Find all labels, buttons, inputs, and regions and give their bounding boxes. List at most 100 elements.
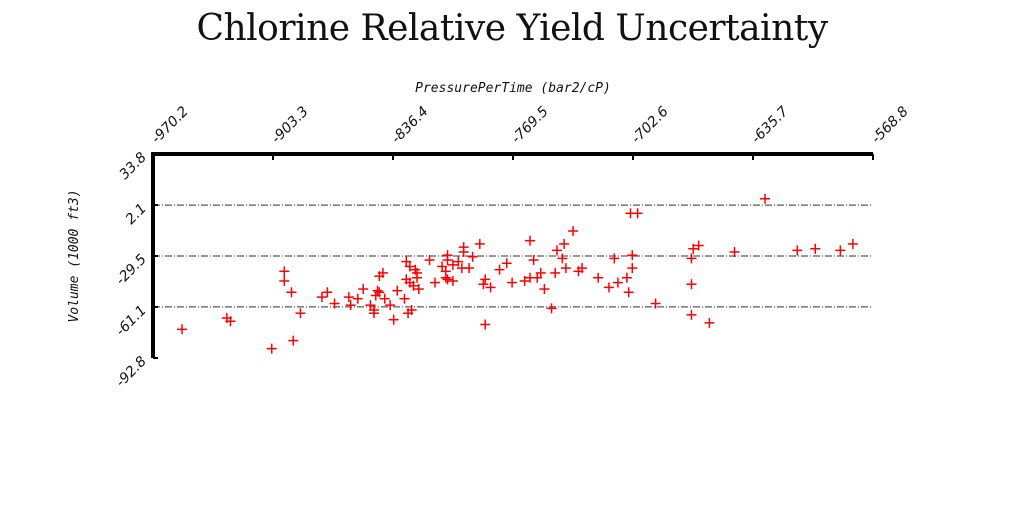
data-point: [568, 226, 579, 237]
data-point: [464, 263, 475, 274]
data-point: [612, 277, 623, 288]
x-ticks: -970.2 -903.3 -836.4 -769.5 -702.6 -635.7 -568…: [149, 104, 912, 160]
axes: [151, 152, 873, 358]
data-point: [358, 284, 369, 295]
data-point: [399, 293, 410, 304]
data-point: [288, 335, 299, 346]
data-point: [546, 303, 557, 314]
data-point: [625, 208, 636, 219]
data-point: [704, 317, 715, 328]
data-point: [480, 274, 491, 285]
x-axis-label: PressurePerTime (bar2/cP): [415, 81, 611, 96]
data-point: [458, 242, 469, 253]
data-point: [368, 308, 379, 319]
data-point: [519, 275, 530, 286]
data-point: [557, 253, 568, 264]
data-point: [686, 309, 697, 320]
data-point: [551, 245, 562, 256]
x-tick-label: -903.3: [269, 104, 312, 147]
data-point: [650, 298, 661, 309]
data-point: [406, 304, 417, 315]
data-point: [835, 245, 846, 256]
data-point: [408, 280, 419, 291]
x-tick-label: -635.7: [749, 104, 792, 147]
data-point: [609, 253, 620, 264]
data-point: [385, 300, 396, 311]
data-point: [388, 314, 399, 325]
y-tick-label: -92.8: [113, 353, 150, 390]
x-tick-label: -702.6: [629, 104, 672, 147]
data-point: [429, 277, 440, 288]
data-point: [485, 282, 496, 293]
data-point: [467, 251, 478, 262]
data-point: [478, 279, 489, 290]
data-point: [688, 243, 699, 254]
y-tick-label: -61.1: [113, 302, 150, 339]
data-point: [550, 267, 561, 278]
data-point: [507, 277, 518, 288]
grid-lines: [153, 204, 873, 308]
data-point: [266, 343, 277, 354]
data-point: [559, 238, 570, 249]
data-point: [535, 267, 546, 278]
data-point: [352, 293, 363, 304]
y-axis-label: Volume (1000 ft3): [67, 189, 82, 322]
data-point: [442, 255, 453, 266]
data-point: [440, 272, 451, 283]
data-point: [379, 293, 390, 304]
data-point: [345, 300, 356, 311]
data-point: [847, 238, 858, 249]
data-point: [729, 246, 740, 257]
data-point: [603, 282, 614, 293]
data-point: [760, 193, 771, 204]
data-point: [437, 261, 448, 272]
data-point: [453, 256, 464, 267]
data-point: [286, 287, 297, 298]
y-tick-label: 2.1: [123, 201, 150, 228]
data-point: [480, 319, 491, 330]
data-point: [539, 284, 550, 295]
data-point: [424, 255, 435, 266]
data-point: [621, 272, 632, 283]
data-points: [177, 193, 858, 354]
data-point: [501, 258, 512, 269]
chart-title: Chlorine Relative Yield Uncertainty: [196, 8, 828, 49]
x-tick-label: -970.2: [149, 104, 192, 147]
y-tick-label: 33.8: [116, 149, 149, 182]
data-point: [573, 266, 584, 277]
data-point: [627, 263, 638, 274]
data-point: [279, 266, 290, 277]
data-point: [295, 308, 306, 319]
data-point: [810, 243, 821, 254]
data-point: [316, 292, 327, 303]
data-point: [412, 272, 423, 283]
data-point: [374, 287, 385, 298]
data-point: [225, 316, 236, 327]
data-point: [474, 238, 485, 249]
data-point: [343, 292, 354, 303]
x-tick-label: -568.8: [869, 104, 912, 147]
data-point: [693, 240, 704, 251]
data-point: [623, 287, 634, 298]
data-point: [322, 287, 333, 298]
data-point: [528, 255, 539, 266]
data-point: [377, 267, 388, 278]
data-point: [177, 324, 188, 335]
data-point: [279, 275, 290, 286]
data-point: [792, 245, 803, 256]
data-point: [442, 274, 453, 285]
data-point: [404, 261, 415, 272]
data-point: [686, 253, 697, 264]
data-point: [525, 235, 536, 246]
data-point: [410, 264, 421, 275]
data-point: [686, 279, 697, 290]
data-point: [494, 264, 505, 275]
data-point: [627, 250, 638, 261]
data-point: [372, 285, 383, 296]
y-tick-label: -29.5: [113, 251, 150, 288]
data-point: [560, 263, 571, 274]
data-point: [447, 275, 458, 286]
x-tick-label: -836.4: [389, 104, 432, 147]
data-point: [593, 272, 604, 283]
data-point: [392, 285, 403, 296]
